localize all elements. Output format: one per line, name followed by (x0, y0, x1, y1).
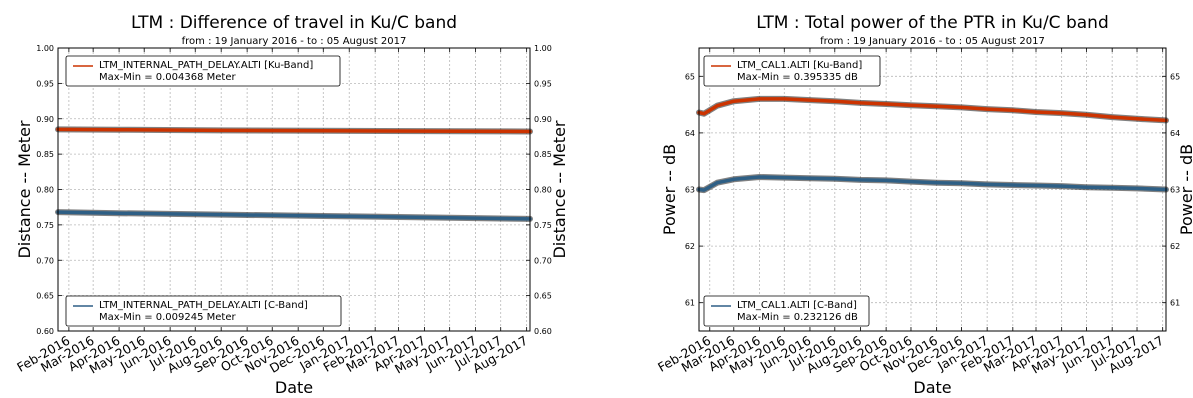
grid (58, 48, 530, 331)
legend-1: LTM_CAL1.ALTI [Ku-Band]Max-Min = 0.39533… (704, 56, 880, 86)
chart-subtitle: from : 19 January 2016 - to : 05 August … (182, 36, 407, 47)
legend-label: LTM_INTERNAL_PATH_DELAY.ALTI [Ku-Band] (99, 60, 313, 71)
series-line (58, 129, 530, 131)
y-tick-label: 61 (685, 299, 695, 308)
x-axis-label: Date (275, 378, 313, 397)
y-tick-label-right: 65 (1170, 72, 1180, 81)
chart-1: LTM : Difference of travel in Ku/C band f… (14, 13, 569, 397)
y-tick-label: 65 (685, 72, 695, 81)
y-tick-label: 0.80 (36, 186, 54, 195)
legend-stat: Max-Min = 0.009245 Meter (99, 312, 237, 323)
chart-2: LTM : Total power of the PTR in Ku/C ban… (655, 13, 1193, 397)
y-tick-label: 0.75 (36, 221, 54, 230)
y-tick-label: 0.65 (36, 292, 54, 301)
y-axis-label-right: Power -- dB (1177, 144, 1193, 235)
y-tick-label: 0.90 (36, 115, 54, 124)
chart-title: LTM : Total power of the PTR in Ku/C ban… (756, 13, 1108, 33)
y-tick-label-right: 61 (1170, 299, 1180, 308)
legend-label: LTM_CAL1.ALTI [Ku-Band] (737, 60, 862, 71)
y-tick-label-right: 1.00 (534, 44, 552, 53)
legend-stat: Max-Min = 0.004368 Meter (99, 72, 237, 83)
x-axis-label: Date (913, 378, 951, 397)
y-tick-label-right: 62 (1170, 242, 1180, 251)
legend-label: LTM_INTERNAL_PATH_DELAY.ALTI [C-Band] (99, 300, 308, 311)
chart-title: LTM : Difference of travel in Ku/C band (131, 13, 457, 33)
legend-label: LTM_CAL1.ALTI [C-Band] (737, 300, 857, 311)
y-tick-label: 0.60 (36, 327, 54, 336)
y-tick-label-right: 0.65 (534, 292, 552, 301)
y-tick-label-right: 64 (1170, 129, 1180, 138)
chart-subtitle: from : 19 January 2016 - to : 05 August … (820, 36, 1045, 47)
legend-stat: Max-Min = 0.232126 dB (737, 312, 858, 323)
y-tick-label: 0.70 (36, 256, 54, 265)
y-axis-label-right: Distance -- Meter (550, 120, 569, 258)
y-tick-label: 62 (685, 242, 695, 251)
legend-1: LTM_INTERNAL_PATH_DELAY.ALTI [Ku-Band]Ma… (66, 56, 340, 86)
series-line (699, 177, 1166, 190)
y-tick-label: 1.00 (36, 44, 54, 53)
y-axis-label: Power -- dB (660, 144, 679, 235)
y-tick-label-right: 0.60 (534, 327, 552, 336)
y-tick-label-right: 0.95 (534, 79, 552, 88)
legend-2: LTM_CAL1.ALTI [C-Band]Max-Min = 0.232126… (704, 296, 869, 326)
y-tick-label: 0.95 (36, 79, 54, 88)
legend-stat: Max-Min = 0.395335 dB (737, 72, 858, 83)
y-tick-label: 64 (685, 129, 695, 138)
legend-2: LTM_INTERNAL_PATH_DELAY.ALTI [C-Band]Max… (66, 296, 341, 326)
y-axis-label: Distance -- Meter (15, 120, 34, 258)
series-line (699, 99, 1166, 121)
y-tick-label: 63 (685, 186, 695, 195)
y-tick-label: 0.85 (36, 150, 54, 159)
